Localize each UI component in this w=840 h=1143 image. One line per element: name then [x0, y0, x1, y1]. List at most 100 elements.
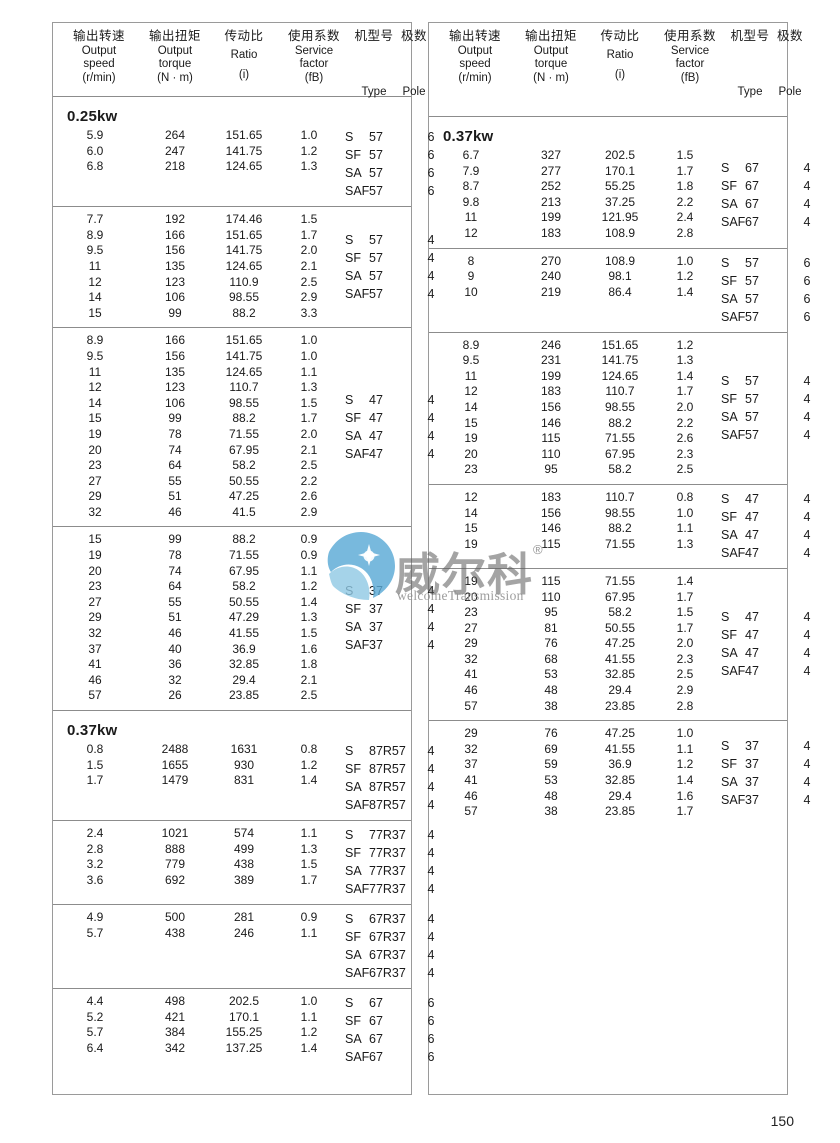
cell-type: SA 57 — [719, 290, 787, 308]
cell-output-torque: 40 — [168, 641, 182, 656]
cell-output-speed: 11 — [88, 364, 102, 379]
cell-service-factor: 2.0 — [300, 426, 318, 441]
table-row: 6.4 342 137.25 1.4 — [53, 1041, 343, 1057]
cell-type: SF 47 — [343, 409, 411, 427]
table-body: 0.25kw 5.9 264 151.65 1.0 6.0 247 141.75 1.2 6.8 2… — [53, 97, 434, 1094]
cell-output-speed: 32 — [88, 504, 102, 519]
cell-output-torque: 78 — [168, 426, 182, 441]
type-list: S 47 4 SF 47 4 SA 47 4 SAF 47 4 — [343, 333, 451, 520]
table-body: 0.37kw 6.7 327 202.5 1.5 7.9 277 170.1 1.7 8.7 252… — [429, 117, 810, 1094]
cell-output-torque: 115 — [541, 573, 561, 588]
cell-output-speed: 11 — [464, 368, 478, 383]
cell-output-speed: 32 — [464, 741, 478, 756]
cell-type: SF 57 — [719, 272, 787, 290]
cell-output-speed: 6.8 — [86, 159, 104, 174]
cell-ratio: 36.9 — [608, 757, 632, 772]
cell-output-speed: 41 — [464, 773, 478, 788]
type-row: SF 67 6 — [343, 1012, 451, 1030]
cell-type: S 87R57 — [343, 742, 411, 760]
cell-service-factor: 1.5 — [300, 857, 318, 872]
cell-output-torque: 156 — [540, 399, 562, 414]
table-row: 23 95 58.2 1.5 — [429, 605, 719, 621]
table-row: 15 146 88.2 2.2 — [429, 416, 719, 432]
cell-ratio: 88.2 — [232, 411, 256, 426]
type-prefix: SA — [721, 409, 738, 424]
cell-pole: 4 — [803, 373, 811, 388]
table-row: 12 123 110.9 2.5 — [53, 275, 343, 291]
cell-pole: 4 — [803, 427, 811, 442]
cell-output-speed: 14 — [88, 395, 102, 410]
cell-ratio: 170.1 — [604, 163, 636, 178]
cell-output-speed: 20 — [464, 446, 478, 461]
cell-output-speed: 10 — [464, 284, 478, 299]
cell-ratio: 110.7 — [605, 384, 635, 399]
type-size: 47 — [745, 545, 759, 560]
specification-table-right: 输出转速 Output speed (r/min) 输出扭矩 Output torque (N… — [428, 22, 810, 1095]
type-size: 47 — [745, 509, 759, 524]
table-row: 2.4 1021 574 1.1 — [53, 826, 343, 842]
table-row: 8 270 108.9 1.0 — [429, 254, 719, 270]
type-size: 57 — [745, 409, 759, 424]
table-row: 6.8 218 124.65 1.3 — [53, 159, 343, 175]
cell-output-speed: 12 — [464, 225, 478, 240]
cell-output-torque: 76 — [544, 636, 558, 651]
cell-pole: 4 — [427, 762, 435, 776]
type-size: 67 — [745, 160, 759, 175]
type-list: S 57 4 SF 57 4 SA 57 4 SAF 57 4 — [343, 212, 451, 321]
cell-service-factor: 0.8 — [300, 742, 318, 756]
table-header-row: 输出转速 Output speed (r/min) 输出扭矩 Output torque (N… — [53, 23, 427, 98]
cell-service-factor: 2.5 — [300, 458, 318, 473]
data-rows: 5.9 264 151.65 1.0 6.0 247 141.75 1.2 6.8 218 124.… — [53, 128, 343, 200]
cell-output-torque: 199 — [540, 368, 562, 383]
type-row: SA 57 6 — [719, 290, 827, 308]
cell-service-factor: 1.1 — [300, 563, 318, 578]
type-row: SAF 57 4 — [343, 285, 451, 303]
table-row: 19 115 71.55 1.4 — [429, 574, 719, 590]
cell-service-factor: 1.0 — [300, 348, 318, 363]
cell-pole: 6 — [803, 291, 811, 306]
cell-output-torque: 156 — [164, 348, 186, 363]
cell-service-factor: 1.4 — [300, 773, 318, 788]
cell-output-speed: 57 — [88, 688, 102, 703]
cell-output-torque: 99 — [168, 532, 182, 547]
cell-type: S 67 — [719, 159, 787, 177]
cell-pole: 4 — [427, 948, 435, 962]
cell-service-factor: 2.8 — [676, 225, 694, 240]
header-pole: 极数 Pole — [776, 29, 803, 98]
table-row: 8.9 246 151.65 1.2 — [429, 338, 719, 354]
type-size: 57 — [369, 166, 383, 181]
cell-ratio: 29.4 — [608, 788, 632, 803]
cell-service-factor: 1.3 — [300, 380, 318, 395]
cell-ratio: 124.65 — [225, 364, 263, 379]
cell-type: SAF 57 — [343, 285, 411, 303]
type-size: 57 — [369, 286, 383, 301]
cell-ratio: 246 — [233, 925, 255, 940]
type-size: 87R57 — [369, 798, 406, 812]
type-prefix: SAF — [345, 882, 370, 896]
cell-service-factor: 1.2 — [300, 143, 318, 158]
type-prefix: S — [345, 996, 354, 1010]
cell-service-factor: 2.1 — [300, 442, 318, 457]
table-row: 15 146 88.2 1.1 — [429, 521, 719, 537]
type-prefix: SAF — [345, 638, 370, 653]
cell-output-torque: 69 — [544, 741, 558, 756]
table-row: 46 48 29.4 2.9 — [429, 683, 719, 699]
cell-output-speed: 23 — [88, 458, 102, 473]
table-row: 9.5 156 141.75 1.0 — [53, 349, 343, 365]
cell-ratio: 37.25 — [604, 194, 636, 209]
cell-service-factor: 1.1 — [300, 1009, 318, 1024]
cell-type: SF 47 — [719, 508, 787, 526]
type-row: SAF 47 4 — [343, 445, 451, 463]
cell-output-torque: 438 — [164, 925, 186, 940]
cell-service-factor: 1.3 — [676, 353, 694, 368]
type-size: 47 — [745, 610, 759, 625]
cell-service-factor: 1.2 — [676, 337, 694, 352]
table-row: 20 110 67.95 2.3 — [429, 447, 719, 463]
cell-service-factor: 1.3 — [676, 536, 694, 551]
type-prefix: S — [345, 584, 354, 599]
table-row: 46 48 29.4 1.6 — [429, 789, 719, 805]
cell-type: SA 47 — [719, 526, 787, 544]
cell-pole: 4 — [427, 912, 435, 926]
cell-service-factor: 0.9 — [300, 548, 318, 563]
table-row: 11 135 124.65 1.1 — [53, 365, 343, 381]
